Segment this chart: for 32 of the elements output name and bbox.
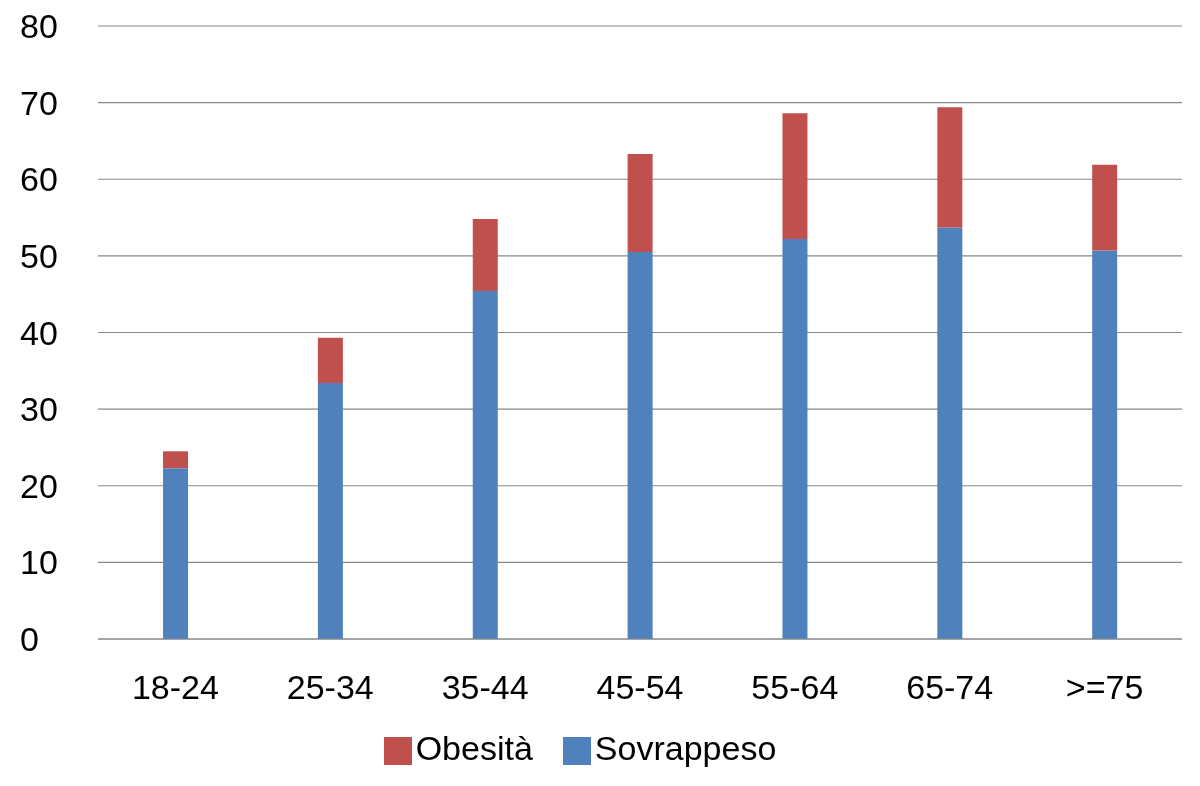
- x-tick-label: 18-24: [131, 668, 219, 707]
- bar: [782, 113, 808, 240]
- y-tick-label: 30: [20, 390, 58, 429]
- bar: [163, 468, 189, 639]
- y-tick-label: 0: [20, 620, 39, 659]
- bar: [937, 227, 963, 639]
- bar: [937, 107, 963, 228]
- bar: [627, 252, 653, 639]
- bar: [472, 219, 498, 292]
- legend-label: Obesità: [415, 729, 533, 767]
- bar: [1092, 250, 1118, 639]
- bar: [472, 291, 498, 639]
- bar: [627, 153, 653, 253]
- x-tick-label: 55-64: [751, 668, 839, 707]
- x-tick-label: >=75: [1065, 668, 1144, 707]
- bar: [782, 239, 808, 639]
- y-tick-label: 20: [20, 466, 58, 505]
- x-tick-label: 35-44: [441, 668, 529, 707]
- bar: [163, 451, 189, 469]
- bar: [317, 383, 343, 639]
- y-tick-label: 80: [20, 7, 58, 46]
- bar: [1092, 164, 1118, 251]
- y-tick-label: 70: [20, 83, 58, 122]
- x-tick-label: 65-74: [906, 668, 994, 707]
- y-tick-label: 50: [20, 236, 58, 275]
- bar: [317, 337, 343, 384]
- x-tick-label: 45-54: [596, 668, 684, 707]
- legend-label: Sovrappeso: [594, 729, 777, 767]
- y-tick-label: 40: [20, 313, 58, 352]
- y-tick-label: 60: [20, 160, 58, 199]
- y-tick-label: 10: [20, 543, 58, 582]
- x-tick-label: 25-34: [286, 668, 374, 707]
